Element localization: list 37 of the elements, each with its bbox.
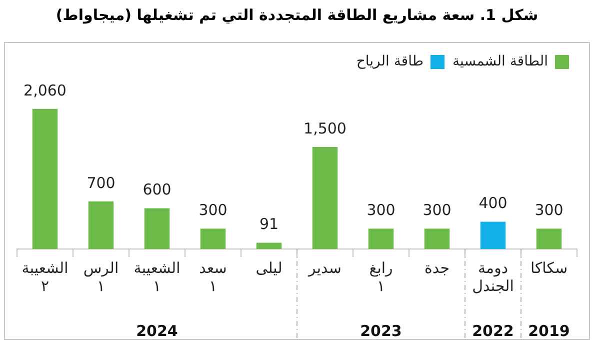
x-tick-label: ليلى <box>256 258 282 277</box>
text: 2024 <box>136 322 178 340</box>
x-tick-label: سعد ١ <box>199 258 227 295</box>
bar <box>312 147 338 249</box>
x-tick-label: دومة الجندل <box>472 258 514 295</box>
data-label: 2,060 <box>24 81 66 100</box>
legend-label: طاقة الرياح <box>356 54 424 70</box>
data-label: 700 <box>86 174 116 192</box>
bar <box>256 242 282 249</box>
x-tick-label: رابغ ١ <box>369 258 393 295</box>
bar <box>424 228 450 249</box>
bar <box>144 208 170 249</box>
text: 2019 <box>528 322 570 340</box>
bar <box>200 228 226 249</box>
data-label: 400 <box>478 194 508 212</box>
bar <box>480 222 506 249</box>
text: 2022 <box>472 322 514 340</box>
data-label: 300 <box>198 200 228 219</box>
chart-title: شكل 1. سعة مشاريع الطاقة المتجددة التي تم تشغيلها (ميجاواط) <box>54 6 540 24</box>
data-label: 300 <box>422 200 452 219</box>
bar <box>88 201 114 249</box>
data-label: 300 <box>366 200 396 219</box>
x-tick-label: سكاكا <box>530 258 568 277</box>
x-tick-label: سدير <box>308 258 342 277</box>
data-label: 1,500 <box>304 119 346 138</box>
bar <box>32 108 58 249</box>
legend-label: الطاقة الشمسية <box>452 54 548 70</box>
data-label: 600 <box>142 180 172 199</box>
x-tick-label: جدة <box>424 258 450 277</box>
data-label: 91 <box>259 215 279 234</box>
bar <box>536 228 562 249</box>
x-tick-label: الرس ١ <box>83 258 119 295</box>
data-label: 300 <box>534 200 564 219</box>
text: 2023 <box>360 322 402 340</box>
x-tick-label: الشعيبة ٢ <box>22 258 68 295</box>
x-tick-label: الشعيبة ١ <box>134 258 180 295</box>
bar <box>368 228 394 249</box>
